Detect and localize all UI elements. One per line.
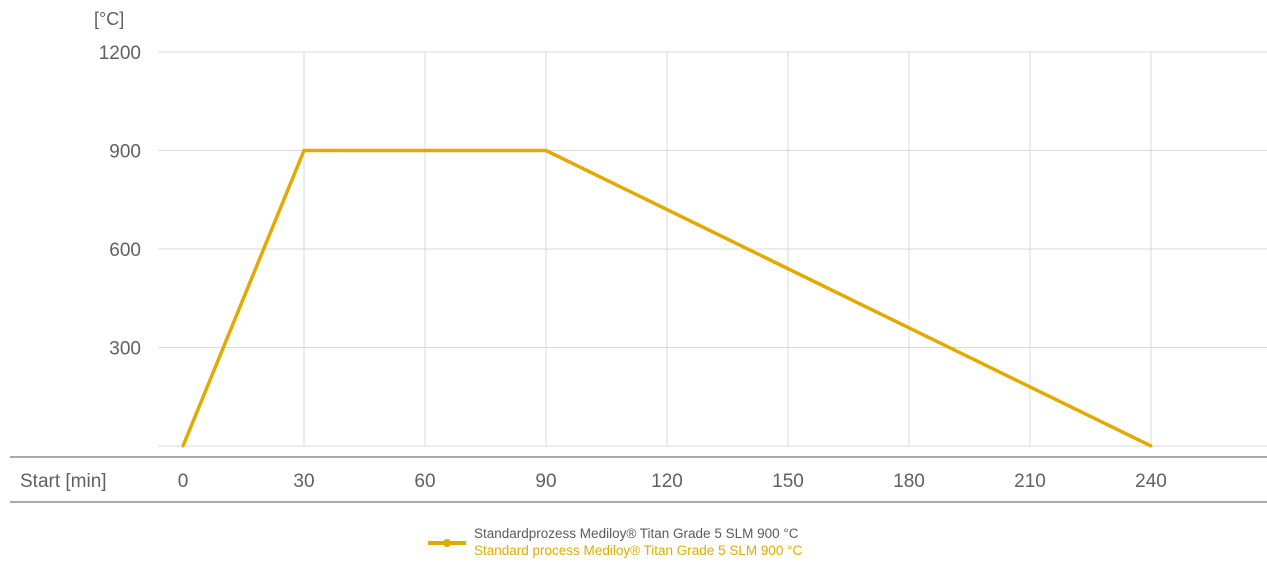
legend-label-german: Standardprozess Mediloy® Titan Grade 5 S… (474, 526, 799, 541)
legend-label-english: Standard process Mediloy® Titan Grade 5 … (474, 543, 803, 558)
x-tick-label-90: 90 (535, 471, 556, 492)
series-line-0 (181, 148, 1152, 448)
y-tick-label-1200: 1200 (99, 43, 141, 64)
y-unit-label: [°C] (94, 9, 124, 29)
legend-swatch (428, 533, 466, 553)
data-point-0-1 (302, 149, 306, 152)
tick-labels: [°C] 300 600 900 1200 Start [min] 0 30 60 90 120 15… (20, 9, 1167, 492)
data-point-0-3 (1149, 444, 1153, 448)
legend-text: Standardprozess Mediloy® Titan Grade 5 S… (474, 525, 802, 559)
x-tick-label-210: 210 (1014, 471, 1046, 492)
legend-dot-marker (443, 539, 451, 547)
y-tick-label-600: 600 (109, 240, 141, 261)
y-tick-label-300: 300 (109, 339, 141, 360)
y-tick-label-900: 900 (109, 142, 141, 163)
data-point-0-2 (544, 149, 548, 152)
x-tick-label-150: 150 (772, 471, 804, 492)
x-tick-label-180: 180 (893, 471, 925, 492)
data-point-0-0 (181, 444, 185, 448)
grid-lines (158, 51, 1267, 447)
series-layer (181, 148, 1153, 448)
x-tick-label-30: 30 (293, 471, 314, 492)
x-axis-band (10, 456, 1267, 503)
x-tick-label-120: 120 (651, 471, 683, 492)
legend: Standardprozess Mediloy® Titan Grade 5 S… (428, 525, 802, 559)
x-tick-label-0: 0 (178, 471, 189, 492)
x-tick-label-60: 60 (414, 471, 435, 492)
x-tick-label-240: 240 (1135, 471, 1167, 492)
x-axis-start-label: Start [min] (20, 471, 107, 492)
